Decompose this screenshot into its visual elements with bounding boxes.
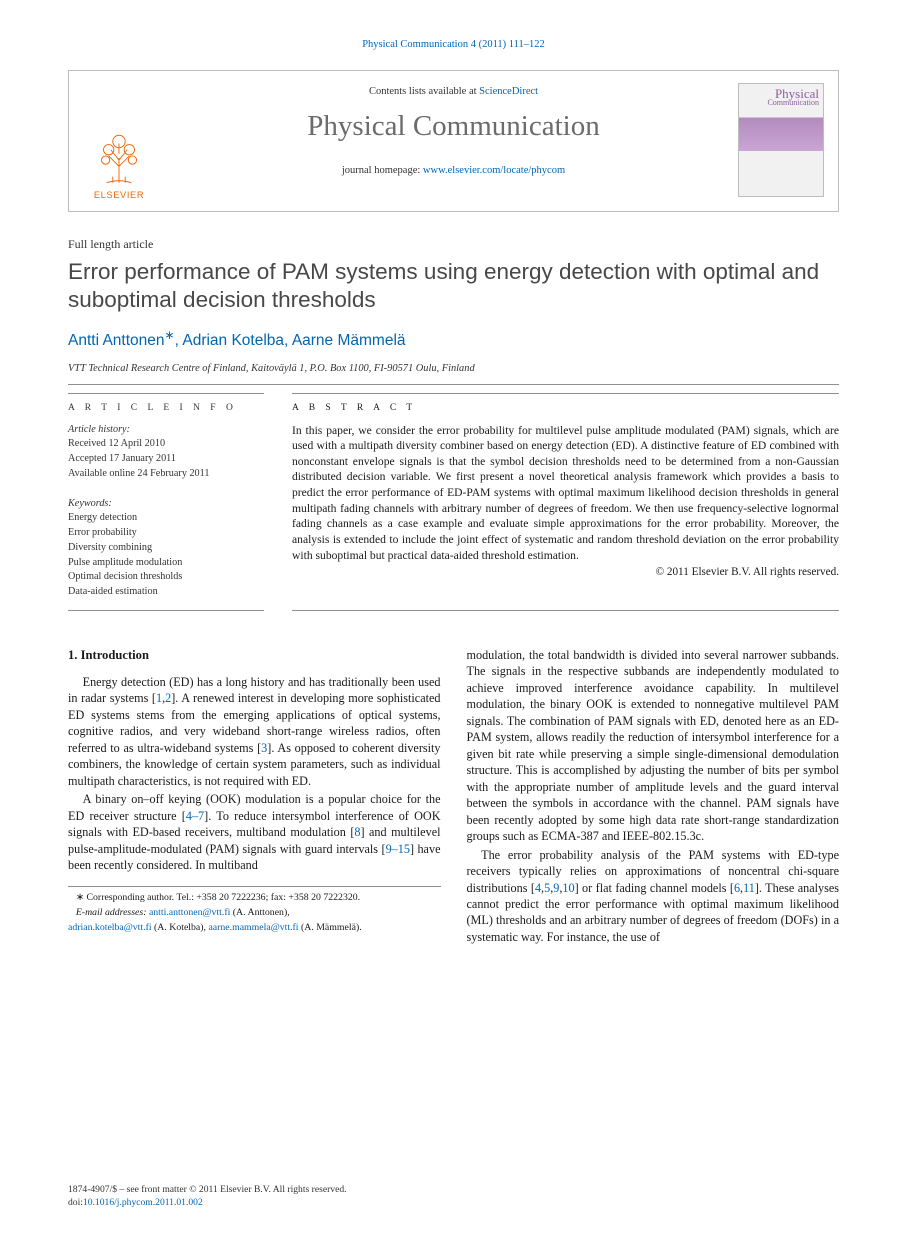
doi-line: doi:10.1016/j.phycom.2011.01.002	[68, 1197, 347, 1210]
ref-link[interactable]: 4–7	[186, 809, 204, 823]
email-link[interactable]: adrian.kotelba@vtt.fi	[68, 922, 152, 933]
affiliation: VTT Technical Research Centre of Finland…	[68, 362, 839, 376]
elsevier-wordmark: ELSEVIER	[94, 189, 144, 202]
journal-cover-thumb: Physical Communication	[738, 83, 824, 197]
keyword: Pulse amplitude modulation	[68, 556, 264, 570]
asterisk-icon: ∗	[76, 892, 87, 903]
t: (A. Anttonen),	[233, 907, 290, 918]
email-link[interactable]: antti.anttonen@vtt.fi	[149, 907, 230, 918]
author-link[interactable]: Adrian Kotelba	[182, 332, 284, 349]
homepage-link[interactable]: www.elsevier.com/locate/phycom	[423, 165, 565, 176]
contents-line: Contents lists available at ScienceDirec…	[83, 85, 824, 99]
contents-pretext: Contents lists available at	[369, 86, 479, 97]
info-row: A R T I C L E I N F O Article history: R…	[68, 393, 839, 611]
keyword: Diversity combining	[68, 541, 264, 555]
t: Corresponding author. Tel.: +358 20 7222…	[87, 892, 361, 903]
masthead: ELSEVIER Contents lists available at Sci…	[68, 70, 839, 212]
history-item: Accepted 17 January 2011	[68, 452, 264, 466]
t: ] or flat fading channel models [	[575, 881, 734, 895]
body-para: The error probability analysis of the PA…	[467, 847, 840, 946]
abstract-heading: A B S T R A C T	[292, 402, 839, 415]
corresponding-note: ∗ Corresponding author. Tel.: +358 20 72…	[68, 891, 441, 904]
homepage-pretext: journal homepage:	[342, 165, 423, 176]
keyword: Energy detection	[68, 511, 264, 525]
t: (A. Kotelba),	[154, 922, 206, 933]
article-type: Full length article	[68, 236, 839, 252]
article-info-heading: A R T I C L E I N F O	[68, 402, 264, 415]
body-columns: 1. Introduction Energy detection (ED) ha…	[68, 647, 839, 945]
ref-link[interactable]: 10	[562, 881, 574, 895]
corresponding-asterisk: ∗	[165, 328, 175, 342]
author-list: Antti Anttonen∗, Adrian Kotelba, Aarne M…	[68, 327, 839, 352]
email-link[interactable]: aarne.mammela@vtt.fi	[208, 922, 298, 933]
history-item: Received 12 April 2010	[68, 437, 264, 451]
keyword: Data-aided estimation	[68, 585, 264, 599]
email-label: E-mail addresses:	[76, 907, 147, 918]
email-line: E-mail addresses: antti.anttonen@vtt.fi …	[68, 906, 441, 919]
author-link[interactable]: Antti Anttonen	[68, 332, 165, 349]
ref-link[interactable]: 11	[743, 881, 755, 895]
article-info: A R T I C L E I N F O Article history: R…	[68, 393, 264, 611]
ref-link[interactable]: 9–15	[386, 842, 410, 856]
email-line: adrian.kotelba@vtt.fi (A. Kotelba), aarn…	[68, 921, 441, 934]
journal-homepage: journal homepage: www.elsevier.com/locat…	[83, 164, 824, 178]
doi-link[interactable]: 10.1016/j.phycom.2011.01.002	[83, 1197, 203, 1208]
footnote-block: ∗ Corresponding author. Tel.: +358 20 72…	[68, 886, 441, 935]
elsevier-logo: ELSEVIER	[83, 119, 155, 201]
running-head: Physical Communication 4 (2011) 111–122	[68, 38, 839, 52]
body-para: Energy detection (ED) has a long history…	[68, 674, 441, 789]
t: (A. Mämmelä).	[301, 922, 362, 933]
rule	[68, 384, 839, 385]
journal-title: Physical Communication	[83, 107, 824, 146]
article-title: Error performance of PAM systems using e…	[68, 258, 839, 314]
keywords-heading: Keywords:	[68, 497, 264, 511]
body-para: modulation, the total bandwidth is divid…	[467, 647, 840, 845]
author-link[interactable]: Aarne Mämmelä	[292, 332, 406, 349]
elsevier-tree-icon	[88, 129, 150, 187]
history-item: Available online 24 February 2011	[68, 467, 264, 481]
section-heading-intro: 1. Introduction	[68, 647, 441, 664]
sciencedirect-link[interactable]: ScienceDirect	[479, 86, 538, 97]
body-para: A binary on–off keying (OOK) modulation …	[68, 791, 441, 873]
front-matter-line: 1874-4907/$ – see front matter © 2011 El…	[68, 1184, 347, 1197]
abstract-block: A B S T R A C T In this paper, we consid…	[292, 393, 839, 611]
cover-title-sub: Communication	[745, 99, 819, 107]
bottom-meta: 1874-4907/$ – see front matter © 2011 El…	[68, 1184, 347, 1210]
keyword: Optimal decision thresholds	[68, 570, 264, 584]
copyright-line: © 2011 Elsevier B.V. All rights reserved…	[292, 565, 839, 580]
abstract-text: In this paper, we consider the error pro…	[292, 423, 839, 564]
keyword: Error probability	[68, 526, 264, 540]
history-heading: Article history:	[68, 423, 264, 437]
doi-label: doi:	[68, 1197, 83, 1208]
